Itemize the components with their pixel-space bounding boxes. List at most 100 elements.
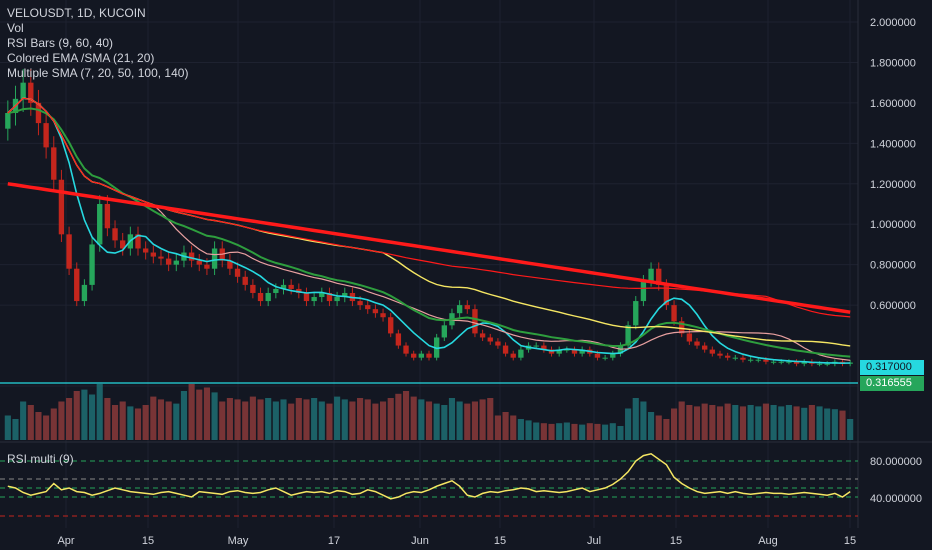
volume-bar[interactable] bbox=[801, 407, 808, 440]
volume-bar[interactable] bbox=[670, 408, 678, 441]
volume-bar[interactable] bbox=[433, 403, 440, 440]
volume-bar[interactable] bbox=[778, 406, 785, 440]
volume-bar[interactable] bbox=[625, 408, 632, 441]
candle-body[interactable] bbox=[701, 345, 708, 350]
volume-bar[interactable] bbox=[196, 389, 203, 440]
candle-body[interactable] bbox=[541, 345, 547, 350]
candle-body[interactable] bbox=[487, 337, 493, 342]
candle-body[interactable] bbox=[380, 313, 386, 318]
volume-bar[interactable] bbox=[586, 423, 593, 440]
candle-body[interactable] bbox=[801, 361, 807, 364]
volume-bar[interactable] bbox=[203, 387, 210, 441]
volume-bar[interactable] bbox=[456, 401, 463, 441]
candle-body[interactable] bbox=[648, 268, 654, 281]
candle-body[interactable] bbox=[326, 292, 333, 302]
volume-bar[interactable] bbox=[104, 398, 111, 440]
candle-body[interactable] bbox=[173, 260, 179, 265]
candle-body[interactable] bbox=[196, 260, 202, 265]
candle-body[interactable] bbox=[74, 268, 80, 302]
candle-body[interactable] bbox=[242, 276, 248, 285]
volume-bar[interactable] bbox=[134, 408, 142, 441]
volume-bar[interactable] bbox=[525, 420, 532, 440]
candle-body[interactable] bbox=[280, 284, 287, 289]
candle-body[interactable] bbox=[265, 292, 271, 302]
candle-body[interactable] bbox=[518, 349, 524, 358]
volume-bar[interactable] bbox=[839, 410, 846, 440]
volume-bar[interactable] bbox=[831, 409, 838, 440]
volume-bar[interactable] bbox=[58, 401, 65, 441]
candle-body[interactable] bbox=[120, 240, 126, 249]
candle-body[interactable] bbox=[548, 349, 555, 354]
volume-bar[interactable] bbox=[43, 415, 50, 441]
volume-bar[interactable] bbox=[50, 408, 57, 441]
candle-body[interactable] bbox=[204, 264, 210, 269]
candle-body[interactable] bbox=[686, 333, 693, 342]
volume-bar[interactable] bbox=[425, 401, 433, 441]
candle-body[interactable] bbox=[747, 359, 754, 361]
candle-body[interactable] bbox=[740, 357, 746, 360]
volume-bar[interactable] bbox=[226, 398, 233, 440]
volume-bar[interactable] bbox=[12, 419, 19, 440]
candle-body[interactable] bbox=[594, 353, 601, 358]
volume-bar[interactable] bbox=[464, 403, 471, 440]
volume-bar[interactable] bbox=[556, 423, 563, 440]
candle-body[interactable] bbox=[211, 248, 218, 269]
volume-bar[interactable] bbox=[387, 398, 394, 440]
candle-body[interactable] bbox=[142, 248, 149, 253]
candle-body[interactable] bbox=[671, 305, 677, 322]
candle-body[interactable] bbox=[81, 284, 88, 302]
volume-bar[interactable] bbox=[686, 405, 693, 440]
volume-bar[interactable] bbox=[341, 399, 348, 440]
candle-body[interactable] bbox=[755, 359, 761, 361]
candle-body[interactable] bbox=[640, 280, 647, 302]
volume-bar[interactable] bbox=[272, 401, 279, 441]
candle-body[interactable] bbox=[334, 297, 340, 302]
candle-body[interactable] bbox=[709, 349, 716, 354]
candle-body[interactable] bbox=[824, 363, 830, 365]
volume-bar[interactable] bbox=[617, 426, 624, 440]
volume-bar[interactable] bbox=[448, 398, 456, 440]
candle-body[interactable] bbox=[43, 123, 49, 148]
volume-bar[interactable] bbox=[372, 403, 379, 440]
volume-bar[interactable] bbox=[655, 415, 662, 441]
candle-body[interactable] bbox=[35, 102, 42, 124]
candle-body[interactable] bbox=[426, 353, 432, 358]
candle-body[interactable] bbox=[28, 82, 34, 103]
candle-body[interactable] bbox=[135, 234, 141, 249]
volume-bar[interactable] bbox=[311, 398, 318, 440]
volume-bar[interactable] bbox=[487, 398, 494, 440]
volume-bar[interactable] bbox=[188, 384, 195, 440]
rsi-pane-label[interactable]: RSI multi (9) bbox=[7, 452, 74, 466]
volume-bar[interactable] bbox=[770, 405, 777, 440]
candle-body[interactable] bbox=[479, 333, 486, 338]
volume-bar[interactable] bbox=[471, 401, 479, 441]
candle-body[interactable] bbox=[395, 333, 402, 346]
volume-bar[interactable] bbox=[402, 391, 410, 440]
candle-body[interactable] bbox=[66, 234, 72, 269]
candle-body[interactable] bbox=[579, 349, 585, 354]
candle-body[interactable] bbox=[816, 363, 823, 365]
candle-body[interactable] bbox=[456, 305, 463, 314]
candle-body[interactable] bbox=[150, 252, 157, 257]
candle-body[interactable] bbox=[165, 258, 172, 265]
volume-bar[interactable] bbox=[334, 396, 341, 440]
volume-bar[interactable] bbox=[73, 391, 80, 440]
volume-bar[interactable] bbox=[762, 403, 769, 440]
volume-bar[interactable] bbox=[280, 399, 287, 440]
volume-bar[interactable] bbox=[693, 406, 701, 440]
candles[interactable] bbox=[5, 68, 853, 367]
candle-body[interactable] bbox=[288, 284, 294, 289]
volume-bar[interactable] bbox=[709, 405, 716, 440]
candle-body[interactable] bbox=[472, 309, 478, 334]
candle-body[interactable] bbox=[732, 357, 738, 359]
candle-body[interactable] bbox=[418, 353, 425, 358]
volume-bar[interactable] bbox=[678, 401, 685, 441]
legend-vol[interactable]: Vol bbox=[7, 21, 24, 35]
volume-bar[interactable] bbox=[824, 408, 831, 441]
volume-bar[interactable] bbox=[249, 396, 256, 440]
volume-bar[interactable] bbox=[303, 399, 310, 440]
candle-body[interactable] bbox=[257, 292, 264, 302]
volume-bar[interactable] bbox=[81, 389, 88, 440]
candle-body[interactable] bbox=[319, 292, 325, 298]
volume-bar[interactable] bbox=[234, 399, 241, 440]
